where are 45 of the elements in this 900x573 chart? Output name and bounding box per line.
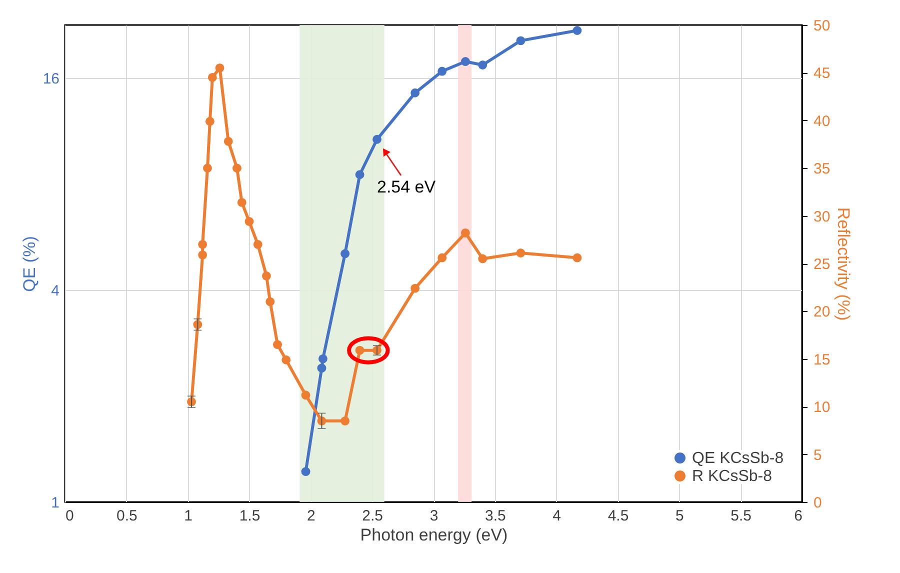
x-tick-label: 5.5 [730, 508, 752, 524]
legend-label: R KCsSb-8 [692, 468, 772, 485]
y2-tick-label: 5 [814, 446, 822, 464]
y2-tick-label: 15 [814, 351, 830, 368]
point [572, 26, 582, 35]
y-tick-label: 4 [51, 282, 60, 300]
point [438, 66, 447, 76]
y2-tick-label: 50 [814, 18, 830, 34]
point [340, 249, 350, 258]
x-tick-label: 3 [430, 508, 438, 524]
x-tick-label: 4.5 [608, 508, 629, 524]
y2-tick-label: 0 [814, 494, 822, 512]
x-tick-label: 5 [675, 508, 684, 524]
x-tick-label: 3.5 [484, 508, 506, 524]
point [478, 60, 488, 70]
y2-tick-label: 30 [814, 208, 830, 226]
x-tick-label: 2 [306, 508, 316, 524]
x-tick-label: 6 [794, 508, 802, 524]
y2-tick-label: 20 [814, 304, 830, 321]
x-tick-label: 0 [66, 508, 74, 524]
point [372, 134, 382, 144]
y2-tick-label: 40 [814, 112, 830, 130]
point [355, 170, 364, 180]
x-tick-label: 1 [184, 508, 193, 524]
y2-tick-label: 10 [814, 399, 830, 416]
annotation: 2.54 eV [376, 177, 436, 196]
point [301, 467, 310, 476]
point [317, 364, 326, 373]
y2-tick-label: 25 [814, 256, 830, 273]
point [318, 354, 328, 364]
x-tick-label: 0.5 [116, 508, 138, 524]
y2-axis-title: Reflectivity (%) [834, 207, 854, 321]
point [460, 57, 470, 66]
y-axis-title: QE (%) [20, 236, 39, 292]
y-tick-label: 1 [51, 494, 60, 512]
y2-tick-label: 45 [814, 65, 830, 82]
x-tick-label: 2.5 [362, 508, 384, 524]
legend-label: QE KCsSb-8 [692, 450, 784, 467]
x-tick-label: 1.5 [239, 508, 260, 524]
point [410, 88, 420, 98]
point [516, 36, 526, 46]
x-axis-title: Photon energy (eV) [360, 526, 508, 544]
y-tick-label: 16 [42, 70, 60, 88]
y2-tick-label: 35 [814, 160, 830, 178]
x-tick-label: 4 [552, 508, 562, 524]
